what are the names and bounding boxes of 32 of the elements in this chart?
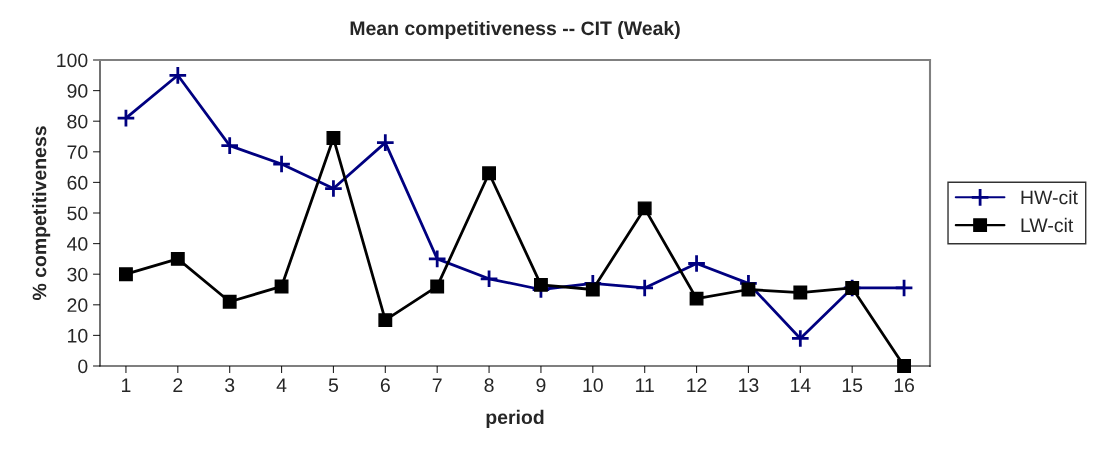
y-tick-label: 100 <box>57 53 88 68</box>
legend-label: HW-cit <box>1021 190 1078 205</box>
x-tick-label: 1 <box>122 378 131 392</box>
x-tick-label: 13 <box>739 378 759 393</box>
x-axis-title: period <box>486 409 544 428</box>
x-tick-label: 11 <box>636 378 654 392</box>
x-tick-label: 14 <box>790 378 811 392</box>
y-tick-label: 40 <box>67 237 88 251</box>
y-tick-label: 20 <box>67 298 88 313</box>
x-tick-label: 3 <box>225 378 235 393</box>
chart-title: Mean competitiveness -- CIT (Weak) <box>350 20 680 40</box>
x-tick-label: 16 <box>894 378 915 393</box>
x-tick-label: 9 <box>536 378 546 393</box>
y-tick-label: 10 <box>68 328 88 343</box>
x-tick-label: 12 <box>687 378 707 392</box>
y-tick-label: 70 <box>67 145 88 160</box>
x-tick-label: 15 <box>842 378 863 393</box>
y-axis-title: % competitiveness <box>32 126 51 301</box>
x-tick-label: 8 <box>484 378 494 393</box>
y-tick-label: 30 <box>67 267 88 282</box>
legend-label: LW-cit <box>1021 217 1074 233</box>
x-tick-label: 2 <box>173 378 183 392</box>
y-tick-label: 90 <box>67 84 88 98</box>
x-tick-label: 6 <box>380 378 390 393</box>
y-tick-label: 50 <box>67 206 88 221</box>
x-tick-label: 5 <box>328 378 339 393</box>
y-tick-label: 60 <box>67 175 88 190</box>
y-tick-label: 80 <box>67 114 88 129</box>
x-tick-label: 7 <box>432 378 442 392</box>
x-tick-label: 10 <box>583 378 603 393</box>
y-tick-label: 0 <box>78 359 88 374</box>
x-tick-label: 4 <box>276 378 287 392</box>
